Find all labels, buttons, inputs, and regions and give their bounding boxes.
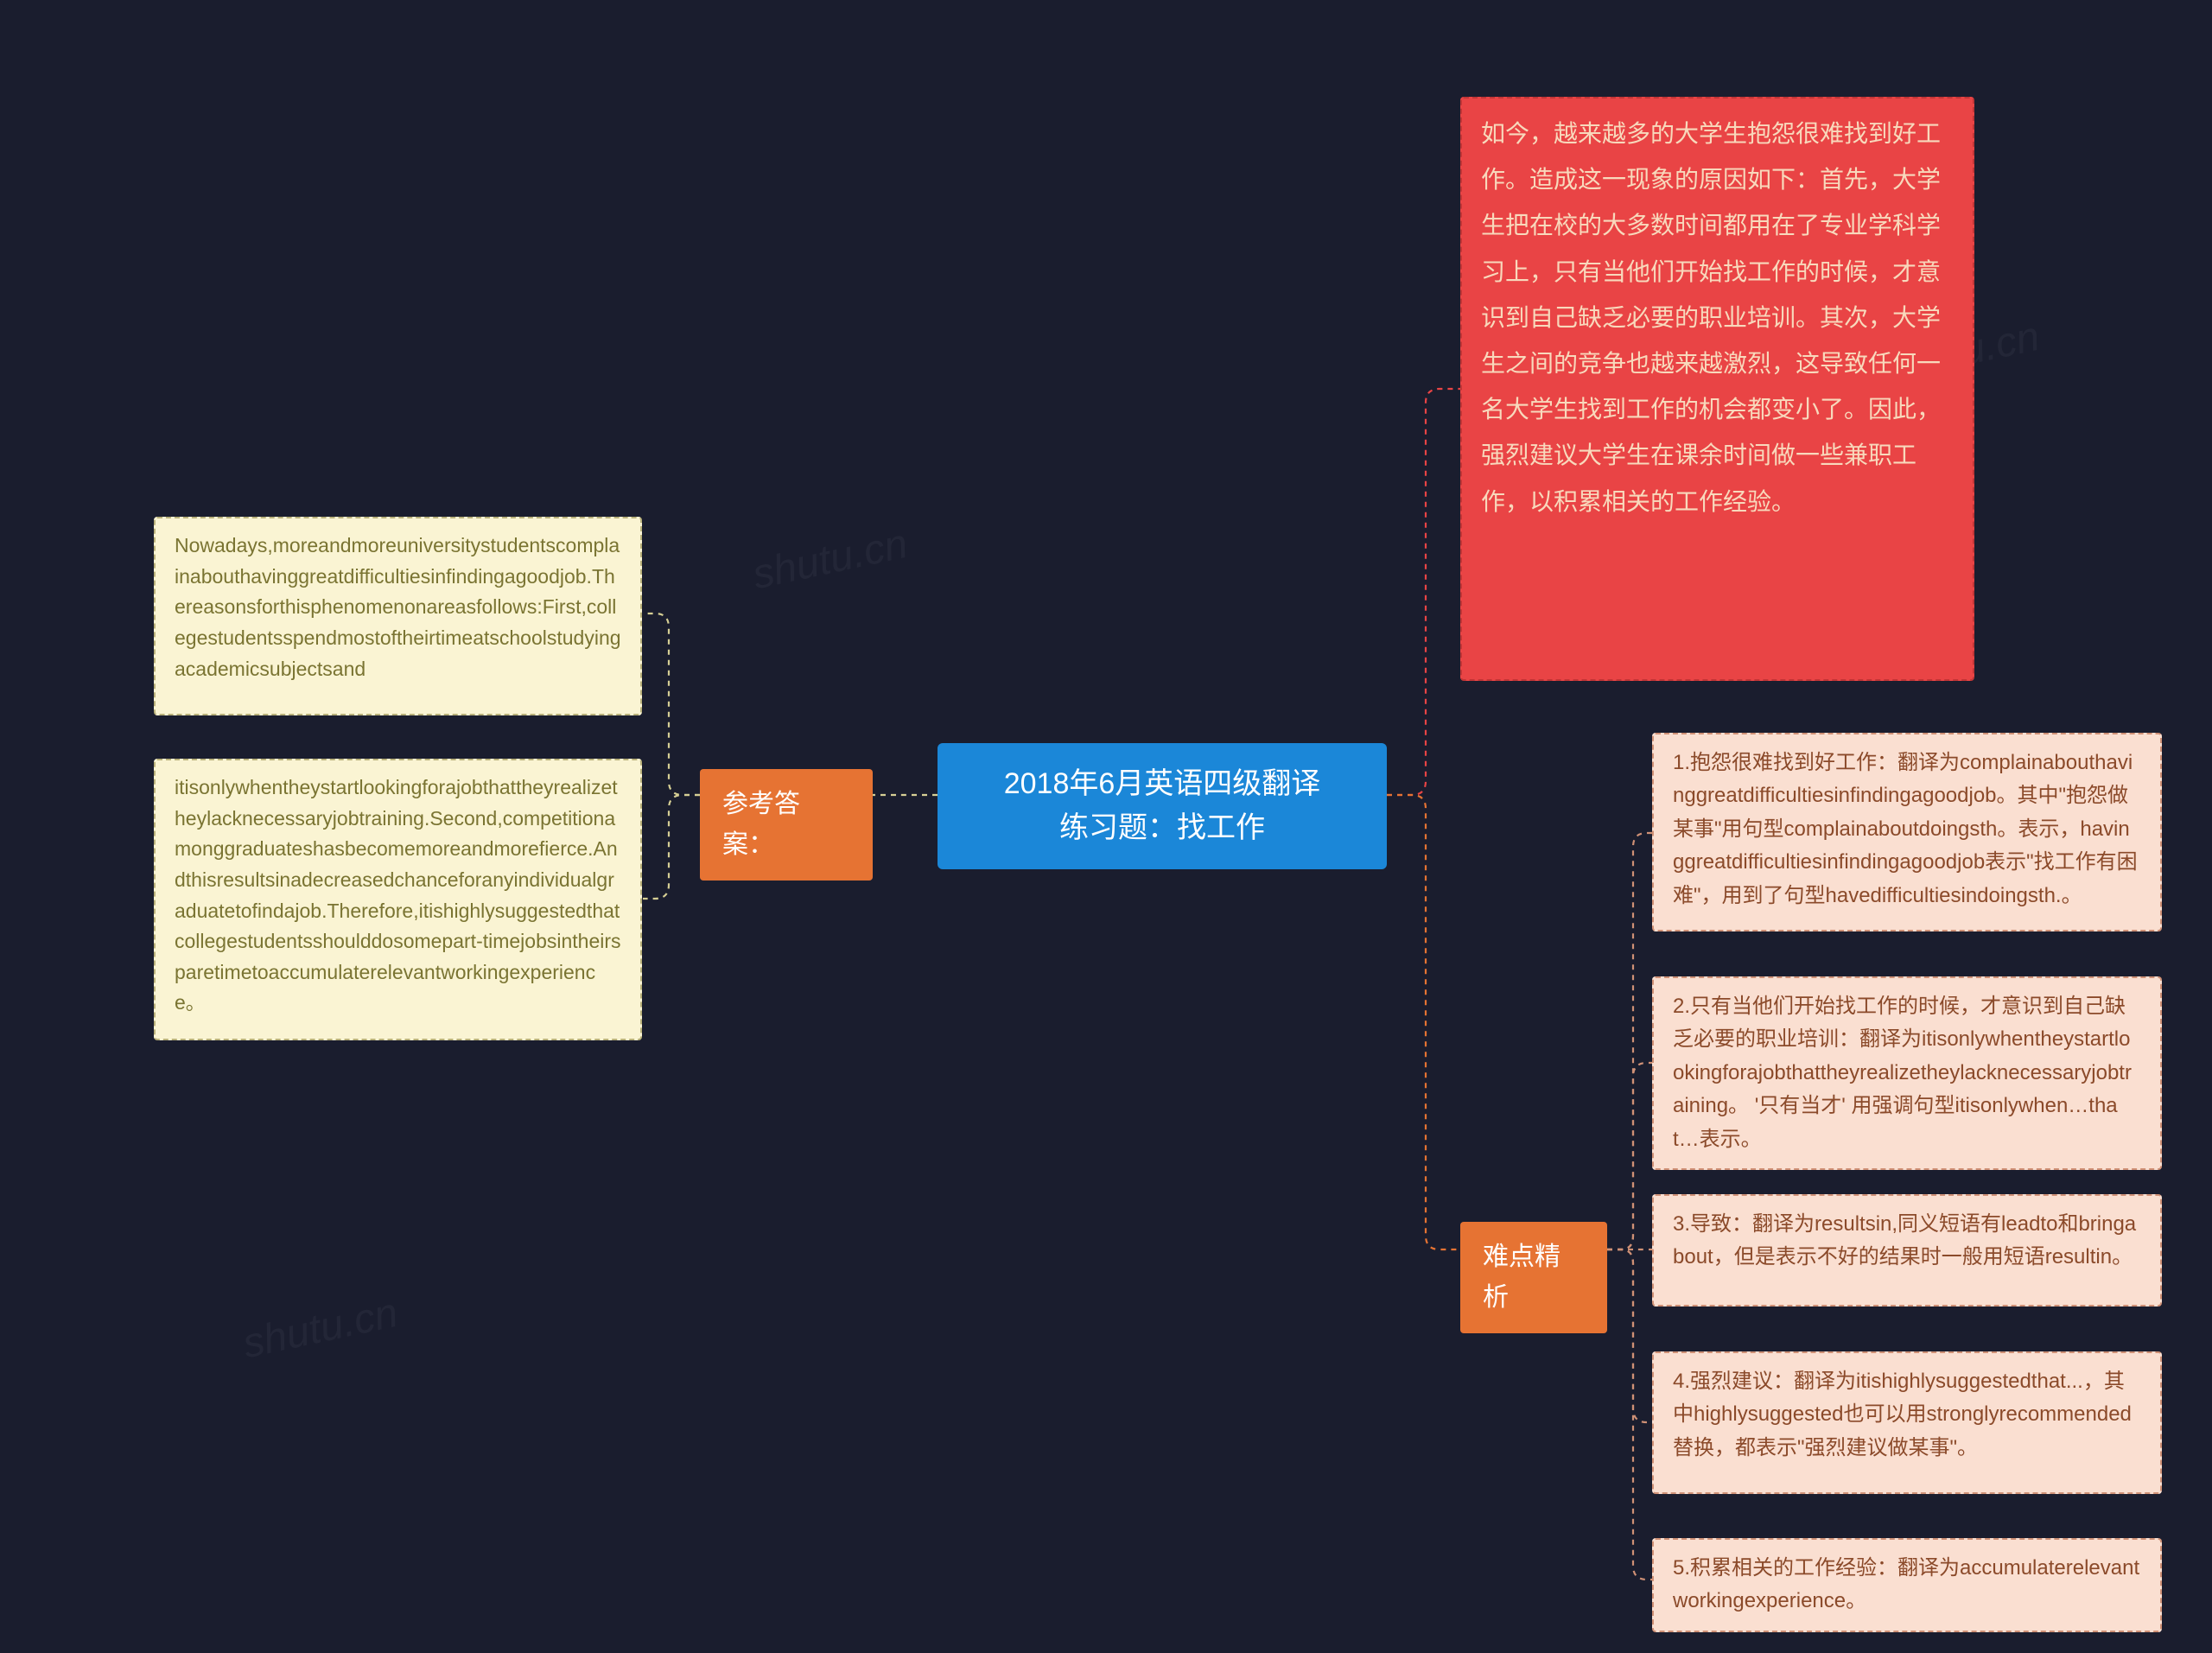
answer-paragraph-2: itisonlywhentheystartlookingforajobthatt…	[154, 759, 642, 1040]
center-title-line1: 2018年6月英语四级翻译	[967, 762, 1357, 806]
leftlabel-to-ans1	[643, 614, 700, 795]
mindmap-canvas: shutu.cnshutu.cnshutu.cnshutu.cn 2018年6月…	[0, 0, 2212, 1653]
right-branch-label: 难点精析	[1460, 1222, 1607, 1333]
right-branch-label-text: 难点精析	[1483, 1243, 1560, 1312]
watermark: shutu.cn	[748, 520, 912, 600]
explanation-item: 5.积累相关的工作经验：翻译为accumulaterelevantworking…	[1652, 1538, 2162, 1632]
center-to-difflabel	[1387, 795, 1460, 1249]
diff-to-exp4	[1607, 1249, 1652, 1422]
center-to-redbox	[1387, 389, 1460, 795]
left-branch-label-text: 参考答案：	[722, 790, 800, 859]
explanation-item: 2.只有当他们开始找工作的时候，才意识到自己缺乏必要的职业培训：翻译为itiso…	[1652, 976, 2162, 1170]
left-branch-label: 参考答案：	[700, 769, 873, 881]
center-node: 2018年6月英语四级翻译 练习题：找工作	[938, 743, 1387, 869]
diff-to-exp5	[1607, 1249, 1652, 1580]
explanation-item: 3.导致：翻译为resultsin,同义短语有leadto和bringabout…	[1652, 1194, 2162, 1307]
passage-box: 如今，越来越多的大学生抱怨很难找到好工作。造成这一现象的原因如下：首先，大学生把…	[1460, 97, 1974, 681]
watermark: shutu.cn	[238, 1289, 402, 1369]
diff-to-exp2	[1607, 1063, 1652, 1249]
explanation-item: 1.抱怨很难找到好工作：翻译为complainabouthavinggreatd…	[1652, 733, 2162, 931]
diff-to-exp1	[1607, 833, 1652, 1249]
explanation-item: 4.强烈建议：翻译为itishighlysuggestedthat...，其中h…	[1652, 1351, 2162, 1494]
leftlabel-to-ans2	[643, 795, 700, 899]
answer-paragraph-1: Nowadays,moreandmoreuniversitystudentsco…	[154, 517, 642, 715]
center-title-line2: 练习题：找工作	[967, 806, 1357, 850]
